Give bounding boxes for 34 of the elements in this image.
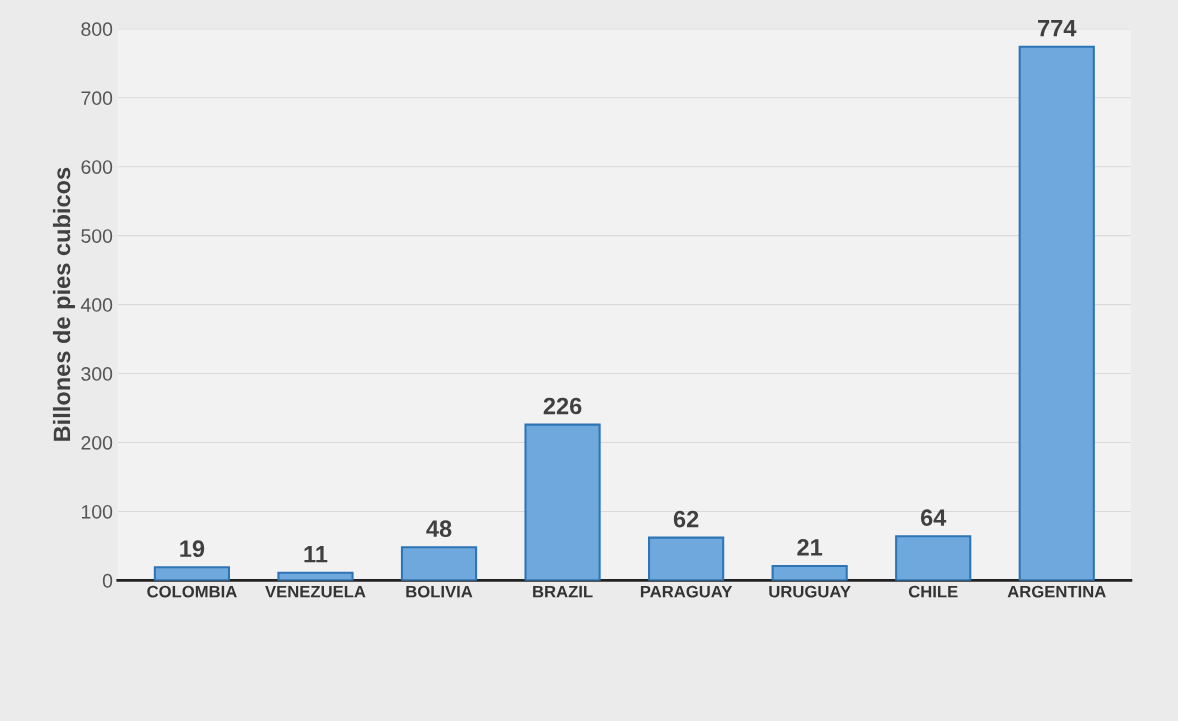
y-tick-label: 800 (81, 22, 113, 37)
x-tick-label: PARAGUAY (640, 585, 733, 598)
data-label: 226 (543, 397, 582, 415)
data-label: 19 (180, 540, 205, 558)
y-tick-label: 500 (81, 229, 113, 243)
data-label: 11 (304, 546, 328, 563)
y-tick-label: 300 (81, 367, 113, 381)
bar (524, 423, 601, 581)
x-tick-label: URUGUAY (769, 585, 851, 598)
data-label: 774 (1038, 20, 1077, 37)
data-label: 48 (426, 520, 452, 538)
x-tick-label: ARGENTINA (1007, 585, 1106, 598)
bar (895, 535, 972, 581)
x-tick-label: BOLIVIA (406, 585, 473, 598)
bar (1018, 45, 1095, 581)
data-label: 21 (797, 538, 823, 556)
y-tick-label: 600 (81, 160, 113, 174)
data-label: 64 (920, 509, 947, 527)
y-tick-label: 0 (102, 573, 113, 588)
y-tick-label: 700 (81, 91, 113, 106)
x-tick-label: VENEZUELA (265, 585, 366, 598)
x-tick-label: COLOMBIA (147, 585, 237, 598)
x-tick-label: CHILE (908, 585, 958, 598)
bar (648, 536, 725, 581)
bar (277, 571, 354, 581)
x-tick-label: BRAZIL (533, 585, 593, 598)
y-tick-label: 400 (80, 298, 113, 312)
bar (153, 566, 231, 581)
y-axis-title: Billones de pies cubicos (52, 167, 75, 441)
y-tick-label: 200 (81, 435, 113, 450)
data-label: 62 (673, 510, 699, 528)
y-tick-label: 100 (81, 504, 113, 519)
bar (400, 546, 478, 581)
bar (771, 564, 848, 581)
